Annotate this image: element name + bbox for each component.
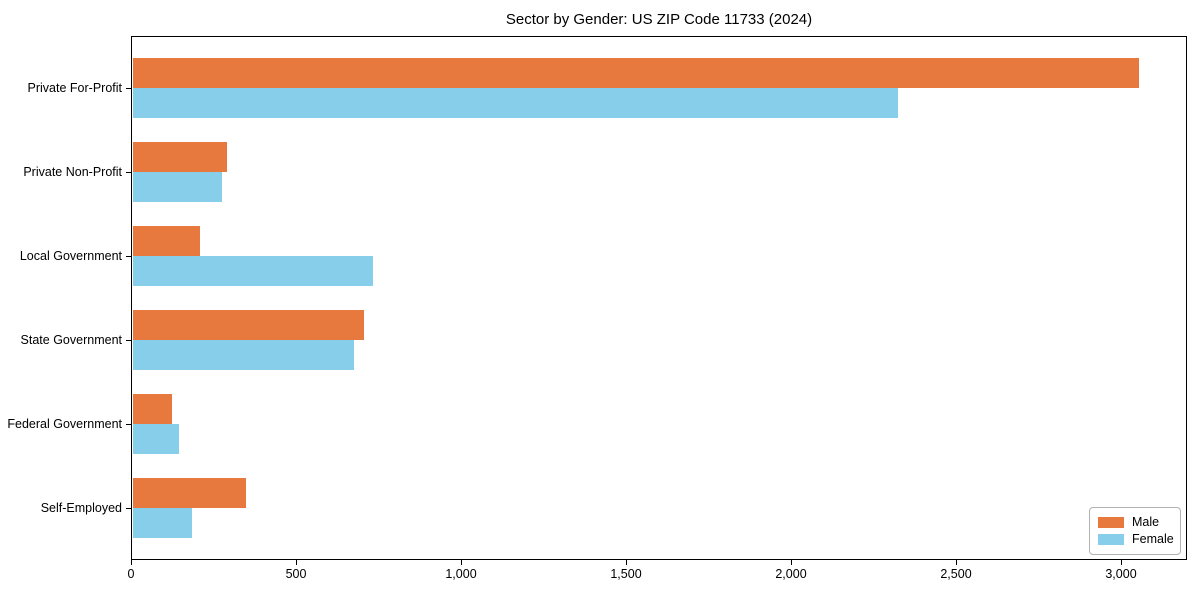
y-tick-mark — [126, 507, 131, 509]
x-tick-mark — [460, 560, 462, 565]
legend-item-male: Male — [1098, 514, 1172, 531]
legend: Male Female — [1089, 507, 1181, 555]
bar-federal-government-female — [132, 424, 179, 454]
y-tick-label-local-government: Local Government — [19, 249, 122, 263]
bar-federal-government-male — [132, 394, 173, 424]
x-tick-label: 2,500 — [940, 567, 972, 581]
x-tick-mark — [130, 560, 132, 565]
y-tick-mark — [126, 171, 131, 173]
y-tick-mark — [126, 423, 131, 425]
bar-state-government-male — [132, 310, 364, 340]
y-tick-mark — [126, 87, 131, 89]
bar-local-government-female — [132, 256, 374, 286]
bar-state-government-female — [132, 340, 354, 370]
legend-label: Male — [1132, 515, 1160, 529]
x-tick-mark — [295, 560, 297, 565]
y-tick-label-self-employed: Self-Employed — [40, 501, 122, 515]
x-tick-label: 2,000 — [775, 567, 807, 581]
x-tick-mark — [955, 560, 957, 565]
y-tick-mark — [126, 339, 131, 341]
x-tick-label: 1,000 — [445, 567, 477, 581]
bar-private-for-profit-female — [132, 88, 899, 118]
bar-self-employed-male — [132, 478, 247, 508]
x-tick-mark — [1120, 560, 1122, 565]
y-tick-label-private-for-profit: Private For-Profit — [27, 81, 122, 95]
bar-self-employed-female — [132, 508, 192, 538]
bar-private-non-profit-male — [132, 142, 227, 172]
y-tick-label-federal-government: Federal Government — [7, 417, 122, 431]
bar-local-government-male — [132, 226, 201, 256]
y-tick-label-private-non-profit: Private Non-Profit — [23, 165, 122, 179]
legend-swatch-male — [1098, 517, 1124, 528]
x-tick-label: 500 — [285, 567, 307, 581]
x-tick-label: 3,000 — [1105, 567, 1137, 581]
bar-private-non-profit-female — [132, 172, 222, 202]
x-tick-mark — [625, 560, 627, 565]
y-tick-mark — [126, 255, 131, 257]
legend-swatch-female — [1098, 534, 1124, 545]
plot-area — [131, 36, 1187, 560]
legend-label: Female — [1132, 532, 1174, 546]
chart-title: Sector by Gender: US ZIP Code 11733 (202… — [505, 11, 813, 28]
x-tick-mark — [790, 560, 792, 565]
bar-private-for-profit-male — [132, 58, 1139, 88]
legend-item-female: Female — [1098, 531, 1174, 548]
x-tick-label: 0 — [127, 567, 135, 581]
x-tick-label: 1,500 — [610, 567, 642, 581]
y-tick-label-state-government: State Government — [20, 333, 122, 347]
